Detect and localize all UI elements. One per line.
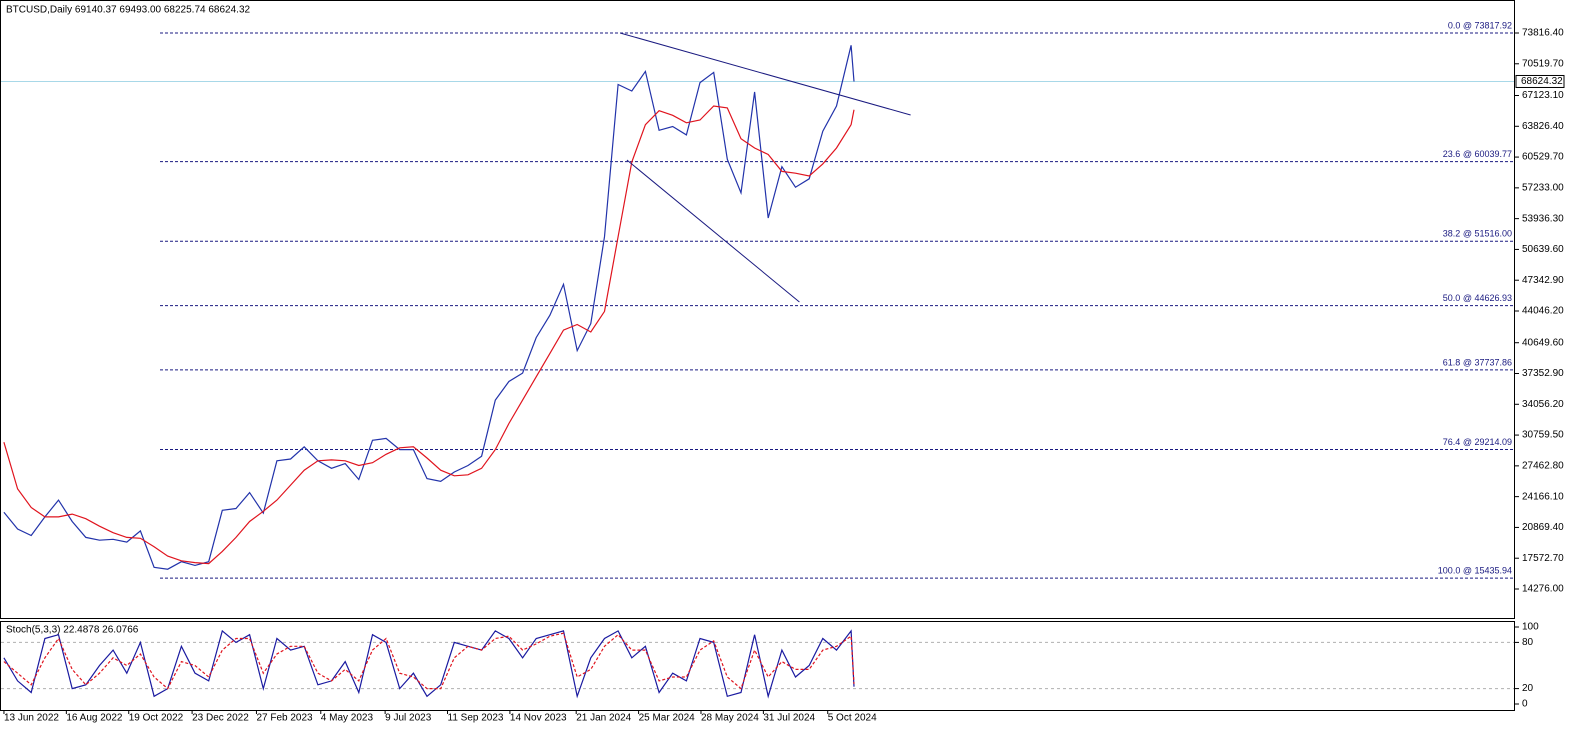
stoch-line bbox=[3, 629, 855, 699]
stoch-title: Stoch(5,3,3) 22.4878 26.0766 bbox=[6, 625, 139, 636]
y-tick-label: 17572.70 bbox=[1522, 553, 1564, 564]
trendline bbox=[619, 32, 911, 116]
y-tick-label: 53936.30 bbox=[1522, 213, 1564, 224]
x-tick-label: 11 Sep 2023 bbox=[448, 713, 504, 724]
x-tick-label: 27 Feb 2023 bbox=[256, 713, 313, 724]
x-tick-label: 21 Jan 2024 bbox=[576, 713, 631, 724]
x-tick-label: 9 Jul 2023 bbox=[385, 713, 432, 724]
y-tick-label: 67123.10 bbox=[1522, 90, 1564, 101]
y-tick-label: 24166.10 bbox=[1522, 491, 1564, 502]
y-tick-label: 40649.60 bbox=[1522, 337, 1564, 348]
x-tick-label: 23 Dec 2022 bbox=[192, 713, 249, 724]
y-tick-label: 100 bbox=[1522, 622, 1539, 633]
y-tick-label: 20 bbox=[1522, 683, 1534, 694]
y-tick-label: 34056.20 bbox=[1522, 399, 1564, 410]
x-tick-label: 13 Jun 2022 bbox=[4, 713, 59, 724]
main-panel bbox=[0, 0, 1515, 619]
last-price-box bbox=[1515, 74, 1565, 88]
price-line bbox=[3, 45, 855, 570]
x-tick-label: 5 Oct 2024 bbox=[828, 713, 877, 724]
chart-title: BTCUSD,Daily 69140.37 69493.00 68225.74 … bbox=[6, 5, 251, 16]
x-tick-label: 28 May 2024 bbox=[701, 713, 759, 724]
fib-label: 23.6 @ 60039.77 bbox=[1443, 149, 1512, 159]
fib-label: 100.0 @ 15435.94 bbox=[1438, 566, 1512, 576]
stoch-panel bbox=[0, 621, 1515, 711]
x-tick-label: 14 Nov 2023 bbox=[510, 713, 567, 724]
x-tick-label: 4 May 2023 bbox=[321, 713, 374, 724]
y-tick-label: 27462.80 bbox=[1522, 460, 1564, 471]
y-tick-label: 60529.70 bbox=[1522, 152, 1564, 163]
y-tick-label: 37352.90 bbox=[1522, 368, 1564, 379]
y-tick-label: 14276.00 bbox=[1522, 584, 1564, 595]
stoch-line bbox=[3, 632, 855, 690]
x-tick-label: 31 Jul 2024 bbox=[763, 713, 815, 724]
fib-label: 50.0 @ 44626.93 bbox=[1443, 293, 1512, 303]
x-tick-label: 25 Mar 2024 bbox=[639, 713, 696, 724]
y-tick-label: 20869.40 bbox=[1522, 522, 1564, 533]
fib-label: 61.8 @ 37737.86 bbox=[1443, 357, 1512, 367]
y-tick-label: 70519.70 bbox=[1522, 58, 1564, 69]
y-tick-label: 47342.90 bbox=[1522, 275, 1564, 286]
y-tick-label: 0 bbox=[1522, 699, 1528, 710]
y-tick-label: 30759.50 bbox=[1522, 430, 1564, 441]
fib-label: 76.4 @ 29214.09 bbox=[1443, 437, 1512, 447]
x-tick-label: 16 Aug 2022 bbox=[66, 713, 123, 724]
y-tick-label: 63826.40 bbox=[1522, 121, 1564, 132]
trendline bbox=[626, 159, 800, 303]
y-tick-label: 80 bbox=[1522, 637, 1534, 648]
y-tick-label: 73816.40 bbox=[1522, 28, 1564, 39]
fib-label: 0.0 @ 73817.92 bbox=[1448, 20, 1512, 30]
last-price-label: 68624.32 bbox=[1521, 76, 1563, 87]
y-tick-label: 44046.20 bbox=[1522, 306, 1564, 317]
x-tick-label: 19 Oct 2022 bbox=[129, 713, 184, 724]
moving-average bbox=[3, 105, 855, 565]
y-tick-label: 50639.60 bbox=[1522, 244, 1564, 255]
y-tick-label: 57233.00 bbox=[1522, 182, 1564, 193]
fib-label: 38.2 @ 51516.00 bbox=[1443, 229, 1512, 239]
